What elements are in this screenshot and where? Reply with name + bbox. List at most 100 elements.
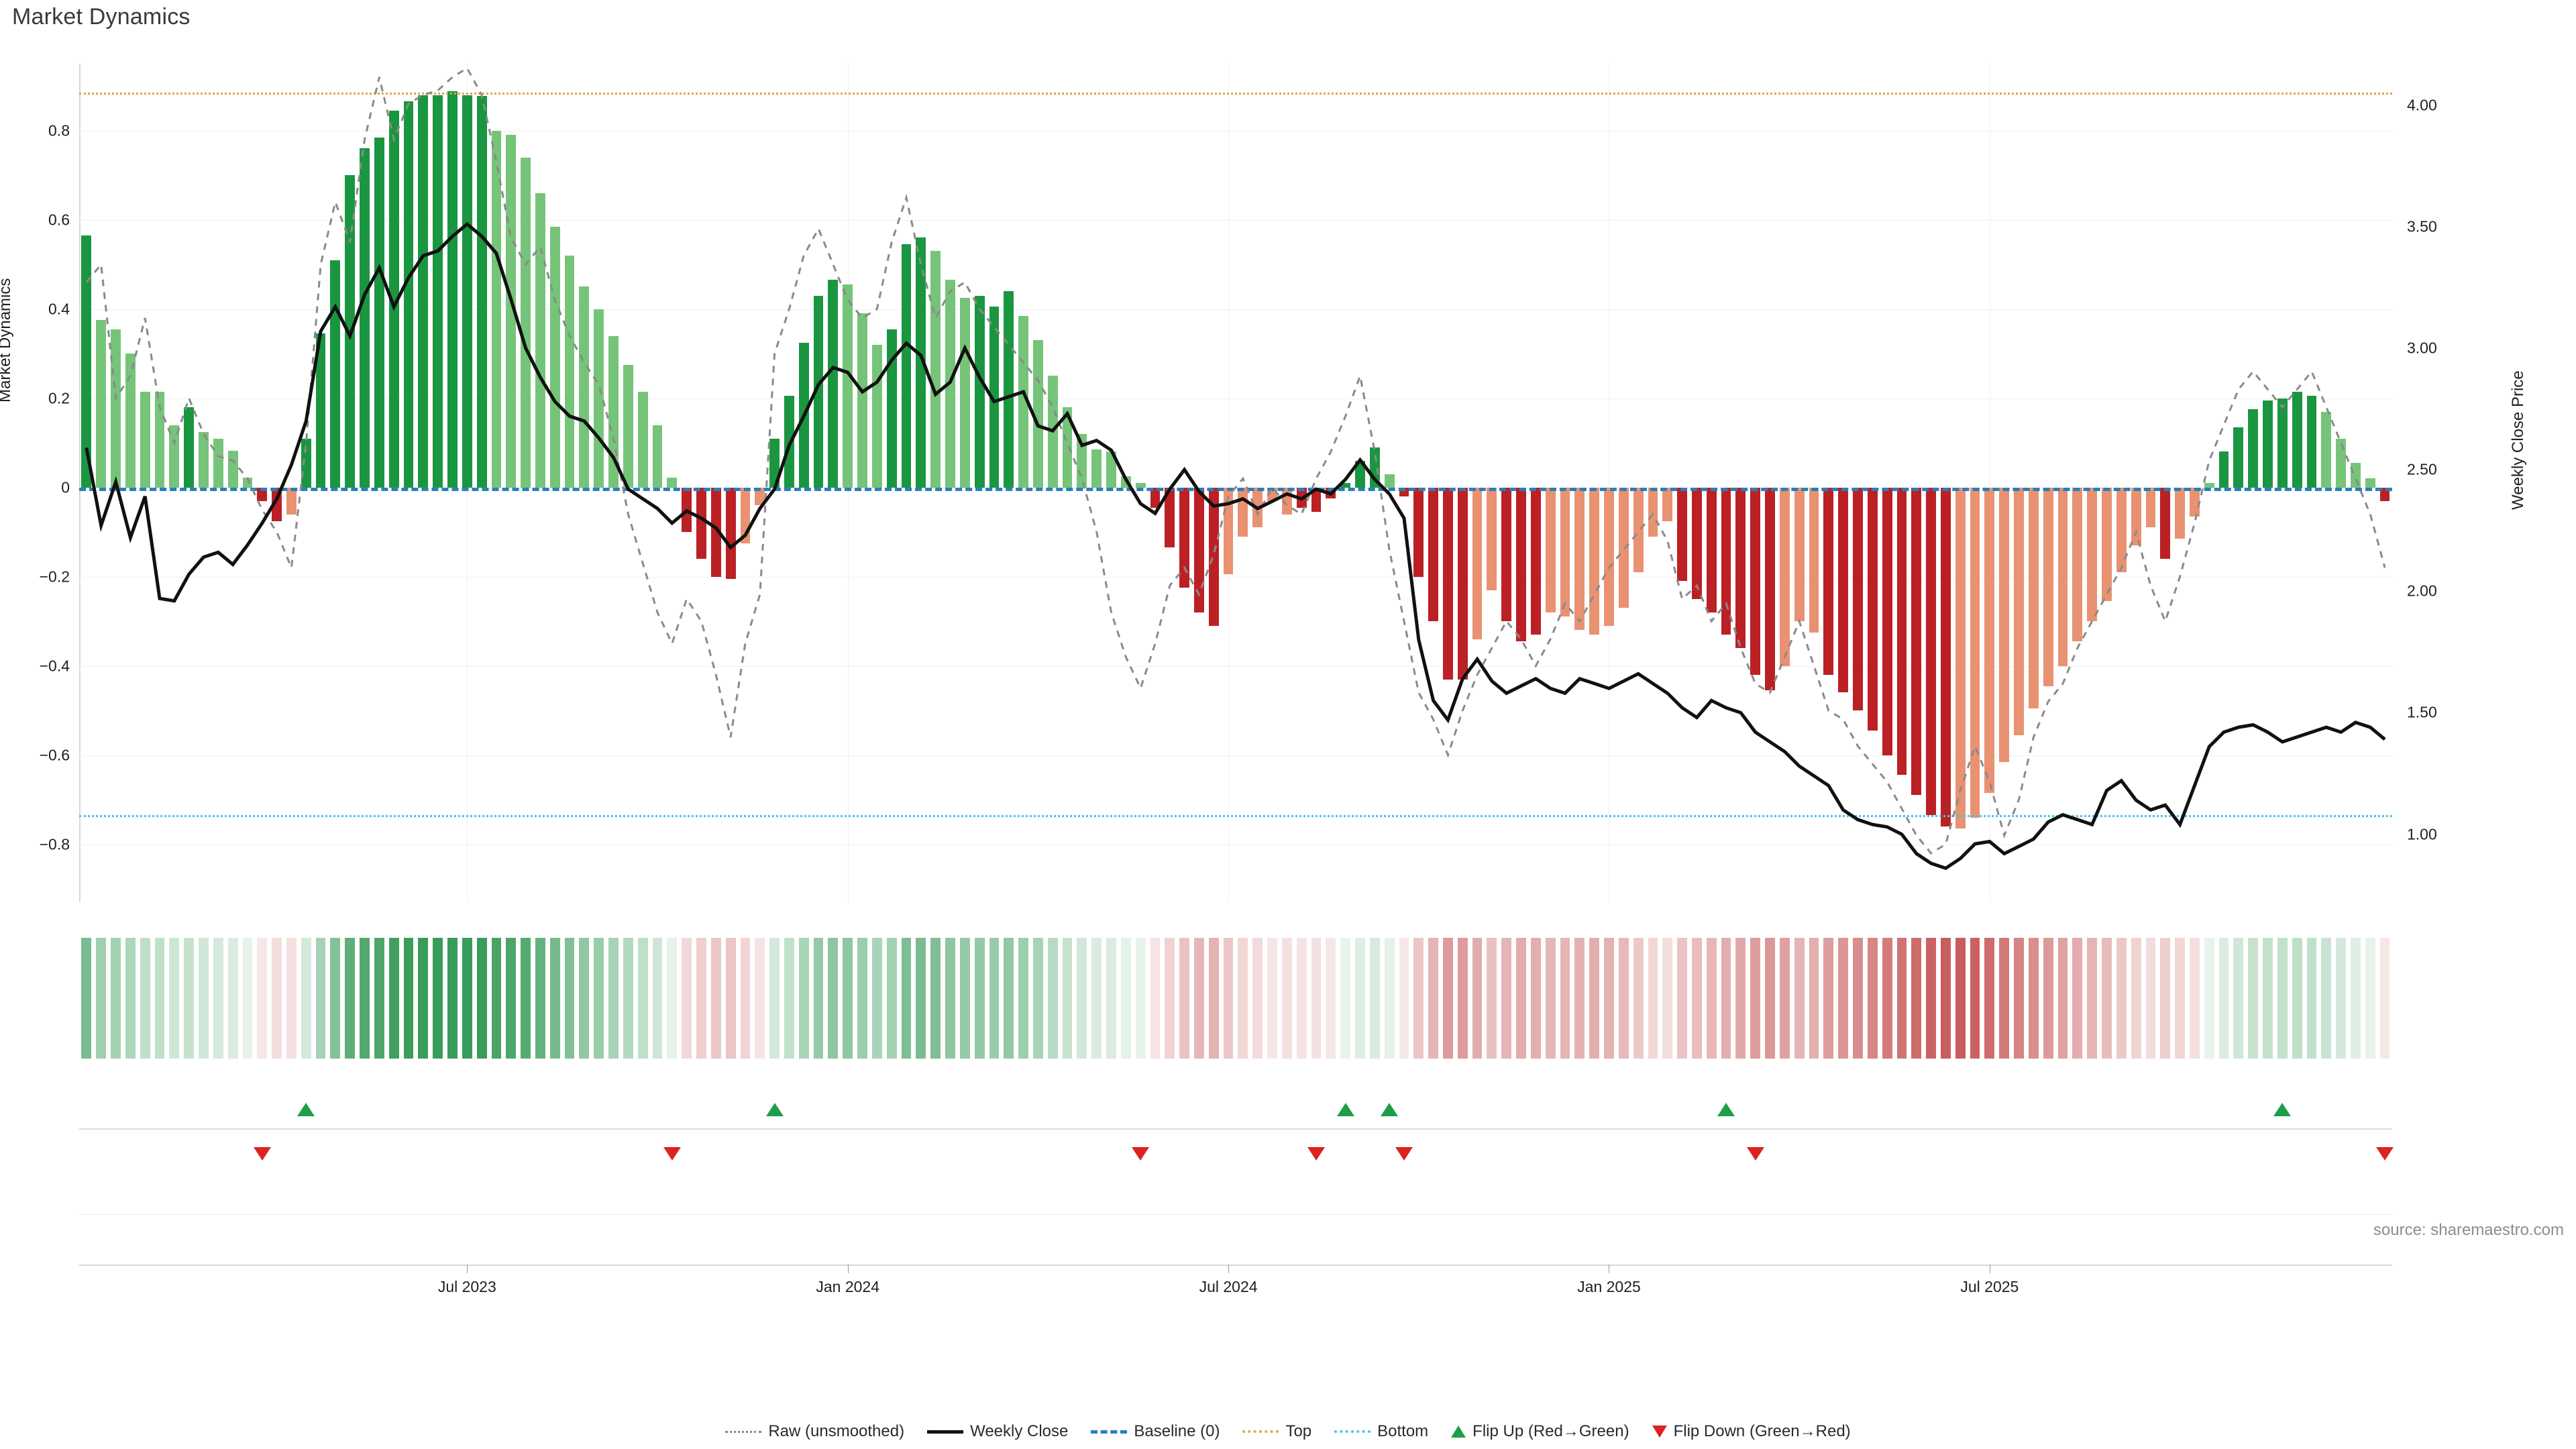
heatmap-cell[interactable] [1867,938,1878,1059]
heatmap-cell[interactable] [2014,938,2024,1059]
heatmap-cell[interactable] [1779,938,1790,1059]
heatmap-cell[interactable] [111,938,121,1059]
market-dynamics-bar[interactable] [1457,487,1468,680]
heatmap-cell[interactable] [2102,938,2112,1059]
market-dynamics-bar[interactable] [1633,487,1644,572]
market-dynamics-bar[interactable] [2057,487,2068,666]
heatmap-cell[interactable] [242,938,253,1059]
market-dynamics-bar[interactable] [2306,396,2317,488]
market-dynamics-bar[interactable] [2233,427,2244,488]
heatmap-cell[interactable] [1194,938,1204,1059]
heatmap-cell[interactable] [1809,938,1819,1059]
market-dynamics-bar[interactable] [213,438,223,488]
market-dynamics-bar[interactable] [1106,451,1116,488]
legend-item[interactable]: Flip Up (Red→Green) [1451,1422,1629,1441]
heatmap-cell[interactable] [916,938,926,1059]
heatmap-cell[interactable] [959,938,970,1059]
heatmap-cell[interactable] [272,938,282,1059]
heatmap-cell[interactable] [2160,938,2171,1059]
heatmap-cell[interactable] [1853,938,1863,1059]
market-dynamics-bar[interactable] [2145,487,2156,528]
heatmap-cell[interactable] [2043,938,2053,1059]
heatmap-cell[interactable] [1326,938,1336,1059]
market-dynamics-bar[interactable] [1179,487,1190,588]
market-dynamics-bar[interactable] [491,130,502,488]
market-dynamics-bar[interactable] [725,487,736,579]
market-dynamics-bar[interactable] [1208,487,1219,626]
heatmap-cell[interactable] [2351,938,2361,1059]
heatmap-cell[interactable] [2087,938,2098,1059]
market-dynamics-bar[interactable] [1311,487,1322,513]
flip-up-marker-icon[interactable] [297,1103,315,1116]
heatmap-cell[interactable] [2131,938,2141,1059]
heatmap-cell[interactable] [886,938,897,1059]
heatmap-cell[interactable] [2306,938,2317,1059]
market-dynamics-bar[interactable] [1618,487,1629,608]
heatmap-cell[interactable] [1604,938,1614,1059]
heatmap-cell[interactable] [974,938,985,1059]
heatmap-cell[interactable] [1677,938,1687,1059]
market-dynamics-bar[interactable] [652,425,663,488]
heatmap-cell[interactable] [1032,938,1043,1059]
market-dynamics-bar[interactable] [1779,487,1790,666]
flip-up-marker-icon[interactable] [1336,1103,1354,1116]
heatmap-cell[interactable] [901,938,912,1059]
heatmap-cell[interactable] [1750,938,1761,1059]
heatmap-cell[interactable] [1794,938,1805,1059]
heatmap-cell[interactable] [769,938,780,1059]
flip-down-marker-icon[interactable] [253,1147,271,1161]
heatmap-cell[interactable] [1062,938,1073,1059]
market-dynamics-bar[interactable] [1604,487,1614,626]
flip-down-marker-icon[interactable] [2376,1147,2394,1161]
market-dynamics-bar[interactable] [1032,340,1043,488]
market-dynamics-bar[interactable] [2043,487,2053,686]
heatmap-cell[interactable] [388,938,399,1059]
market-dynamics-bar[interactable] [974,295,985,488]
heatmap-cell[interactable] [843,938,853,1059]
heatmap-cell[interactable] [1838,938,1849,1059]
heatmap-cell[interactable] [930,938,941,1059]
heatmap-cell[interactable] [1428,938,1439,1059]
market-dynamics-bar[interactable] [637,391,648,488]
heatmap-cell[interactable] [403,938,414,1059]
heatmap-cell[interactable] [667,938,678,1059]
legend-item[interactable]: Raw (unsmoothed) [725,1422,904,1441]
heatmap-cell[interactable] [1165,938,1175,1059]
market-dynamics-bar[interactable] [1750,487,1761,675]
market-dynamics-bar[interactable] [1487,487,1497,590]
market-dynamics-bar[interactable] [1691,487,1702,599]
heatmap-cell[interactable] [154,938,165,1059]
heatmap-cell[interactable] [1648,938,1658,1059]
heatmap-cell[interactable] [2116,938,2127,1059]
market-dynamics-bar[interactable] [1911,487,1922,796]
heatmap-cell[interactable] [1545,938,1556,1059]
market-dynamics-bar[interactable] [1472,487,1483,639]
heatmap-cell[interactable] [2263,938,2273,1059]
heatmap-cell[interactable] [1223,938,1234,1059]
heatmap-cell[interactable] [521,938,531,1059]
flip-down-marker-icon[interactable] [1746,1147,1764,1161]
heatmap-cell[interactable] [1706,938,1717,1059]
heatmap-cell[interactable] [2248,938,2259,1059]
heatmap-cell[interactable] [637,938,648,1059]
market-dynamics-bar[interactable] [506,135,517,488]
heatmap-cell[interactable] [1106,938,1116,1059]
heatmap-cell[interactable] [1340,938,1351,1059]
heatmap-cell[interactable] [462,938,472,1059]
heatmap-cell[interactable] [213,938,223,1059]
market-dynamics-bar[interactable] [140,391,150,488]
heatmap-cell[interactable] [2145,938,2156,1059]
market-dynamics-bar[interactable] [521,157,531,488]
market-dynamics-bar[interactable] [1794,487,1805,622]
market-dynamics-bar[interactable] [2365,478,2375,488]
market-dynamics-bar[interactable] [2175,487,2185,539]
heatmap-cell[interactable] [1179,938,1190,1059]
heatmap-cell[interactable] [96,938,107,1059]
heatmap-cell[interactable] [798,938,809,1059]
heatmap-cell[interactable] [140,938,150,1059]
heatmap-cell[interactable] [813,938,824,1059]
heatmap-cell[interactable] [2218,938,2229,1059]
heatmap-cell[interactable] [1896,938,1907,1059]
market-dynamics-bar[interactable] [1530,487,1541,635]
market-dynamics-bar[interactable] [901,244,912,488]
